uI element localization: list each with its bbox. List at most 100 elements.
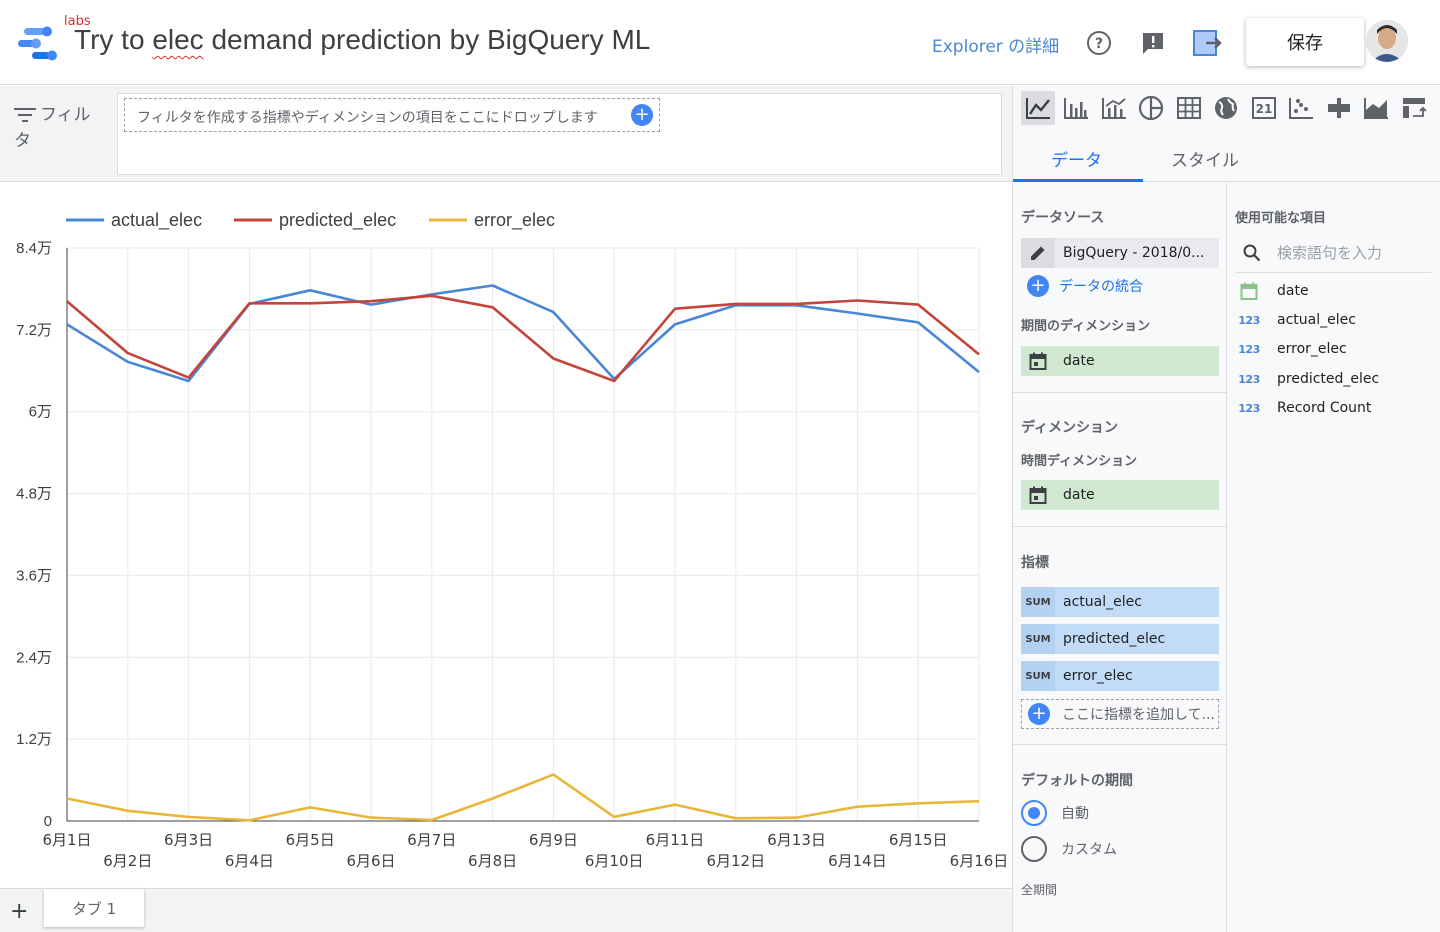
x-tick-label: 6月15日 [889,831,948,849]
metric-chip-error-elec[interactable]: SUM error_elec [1021,661,1219,691]
aggregation-label[interactable]: SUM [1021,624,1055,654]
radio-custom[interactable]: カスタム [1021,836,1117,862]
datasource-title: データソース [1021,210,1105,226]
bar-chart-icon[interactable] [1059,91,1093,125]
y-tick-label: 2.4万 [16,649,52,666]
svg-text:?: ? [1095,36,1103,52]
edit-pencil-icon[interactable] [1021,238,1055,268]
field-search-input[interactable]: 検索語句を入力 [1235,233,1431,273]
user-avatar[interactable] [1366,20,1408,62]
metric-name: actual_elec [1063,594,1142,610]
view-mode-icon[interactable] [1192,28,1222,58]
field-name: Record Count [1277,400,1372,416]
field-name: error_elec [1277,341,1347,357]
x-tick-label: 6月8日 [468,852,517,870]
radio-auto[interactable]: 自動 [1021,800,1089,826]
blend-data-link[interactable]: + データの統合 [1027,275,1143,297]
field-name: predicted_elec [1277,371,1380,387]
title-suffix: demand prediction by BigQuery ML [203,24,651,55]
table-icon[interactable] [1172,91,1206,125]
field-item-error-elec[interactable]: 123 error_elec [1235,341,1347,357]
x-tick-label: 6月7日 [407,831,456,849]
calendar-icon [1235,282,1263,300]
tab-data[interactable]: データ [1051,151,1102,171]
time-dimension-chip[interactable]: date [1021,480,1219,510]
title-prefix: Try to [74,24,153,55]
search-icon [1243,244,1261,261]
search-placeholder: 検索語句を入力 [1277,244,1383,262]
chart-type-toolbar: 21 [1013,86,1440,130]
scorecard-icon[interactable]: 21 [1247,91,1281,125]
calendar-icon [1021,346,1055,376]
filter-drop-zone[interactable]: フィルタを作成する指標やディメンションの項目をここにドロップします + [117,93,1002,175]
datasource-chip[interactable]: BigQuery - 2018/0... [1021,238,1219,268]
x-tick-label: 6月10日 [585,852,644,870]
number-type-icon: 123 [1238,313,1260,327]
radio-selected-icon[interactable] [1021,800,1047,826]
time-series-chart-icon[interactable] [1021,91,1055,125]
radio-unselected-icon[interactable] [1021,836,1047,862]
pie-chart-icon[interactable] [1134,91,1168,125]
aggregation-label[interactable]: SUM [1021,661,1055,691]
filter-drop-hint[interactable]: フィルタを作成する指標やディメンションの項目をここにドロップします + [124,98,660,132]
field-name: date [1277,283,1309,299]
add-filter-icon[interactable]: + [631,104,653,126]
all-period-label: 全期間 [1021,883,1058,897]
help-icon[interactable]: ? [1084,28,1114,58]
report-title[interactable]: Try to elec demand prediction by BigQuer… [74,24,650,56]
x-tick-label: 6月13日 [767,831,826,849]
add-icon: + [1028,703,1050,725]
metric-chip-predicted-elec[interactable]: SUM predicted_elec [1021,624,1219,654]
combo-chart-icon[interactable] [1097,91,1131,125]
section-divider [1013,744,1227,745]
metric-chip-actual-elec[interactable]: SUM actual_elec [1021,587,1219,617]
filter-bar: フィルタ フィルタを作成する指標やディメンションの項目をここにドロップします + [0,86,1012,182]
x-tick-label: 6月2日 [103,852,152,870]
properties-panel: 21 データ スタイル データソース BigQuery - 2018/0... … [1012,86,1440,932]
data-studio-logo-icon [18,26,57,61]
geo-chart-icon[interactable] [1209,91,1243,125]
y-tick-label: 7.2万 [16,322,52,339]
field-item-record-count[interactable]: 123 Record Count [1235,400,1371,416]
y-tick-label: 1.2万 [16,731,52,748]
field-item-predicted-elec[interactable]: 123 predicted_elec [1235,371,1379,387]
add-metric-label: ここに指標を追加して... [1062,707,1215,723]
x-tick-label: 6月6日 [346,852,395,870]
filter-label[interactable]: フィルタ [14,102,104,154]
add-page-button[interactable]: + [10,899,29,924]
scatter-chart-icon[interactable] [1284,91,1318,125]
time-dimension-title: 時間ディメンション [1021,454,1138,469]
x-tick-label: 6月1日 [42,831,91,849]
dimension-title: ディメンション [1021,420,1119,436]
time-dimension-value: date [1063,487,1095,503]
field-item-date[interactable]: date [1235,282,1309,300]
available-fields-column: 使用可能な項目 検索語句を入力 date 123 actual_elec 123… [1227,183,1440,932]
number-type-icon: 123 [1238,342,1260,356]
blend-data-label: データの統合 [1059,279,1143,295]
x-tick-label: 6月5日 [286,831,335,849]
tab-style[interactable]: スタイル [1171,151,1239,171]
panel-tabs: データ スタイル [1013,130,1440,182]
page-tab-1[interactable]: タブ 1 [44,889,144,927]
add-metric-drop-zone[interactable]: + ここに指標を追加して... [1021,699,1219,729]
radio-auto-label: 自動 [1061,806,1089,822]
labs-badge: labs [64,14,91,29]
pivot-table-icon[interactable] [1397,91,1431,125]
page-tab-bar: + タブ 1 [0,888,1012,932]
time-series-chart[interactable]: 0 1.2万 2.4万 3.6万 4.8万 6万 7.2万 8.4万 6月1日 6月2日 6月3日 6… [0,183,1012,888]
datasource-name: BigQuery - 2018/0... [1063,245,1205,261]
explorer-details-link[interactable]: Explorer の詳細 [932,37,1060,57]
number-type-icon: 123 [1238,401,1260,415]
bullet-chart-icon[interactable] [1322,91,1356,125]
y-tick-label: 0 [44,813,52,830]
feedback-icon[interactable] [1138,28,1168,58]
aggregation-label[interactable]: SUM [1021,587,1055,617]
area-chart-icon[interactable] [1359,91,1393,125]
field-item-actual-elec[interactable]: 123 actual_elec [1235,312,1356,328]
metric-name: error_elec [1063,668,1133,684]
default-period-title: デフォルトの期間 [1021,773,1133,789]
filter-label-text: フィルタ [14,105,91,151]
section-divider [1013,392,1227,393]
period-dimension-chip[interactable]: date [1021,346,1219,376]
save-button[interactable]: 保存 [1246,18,1364,66]
